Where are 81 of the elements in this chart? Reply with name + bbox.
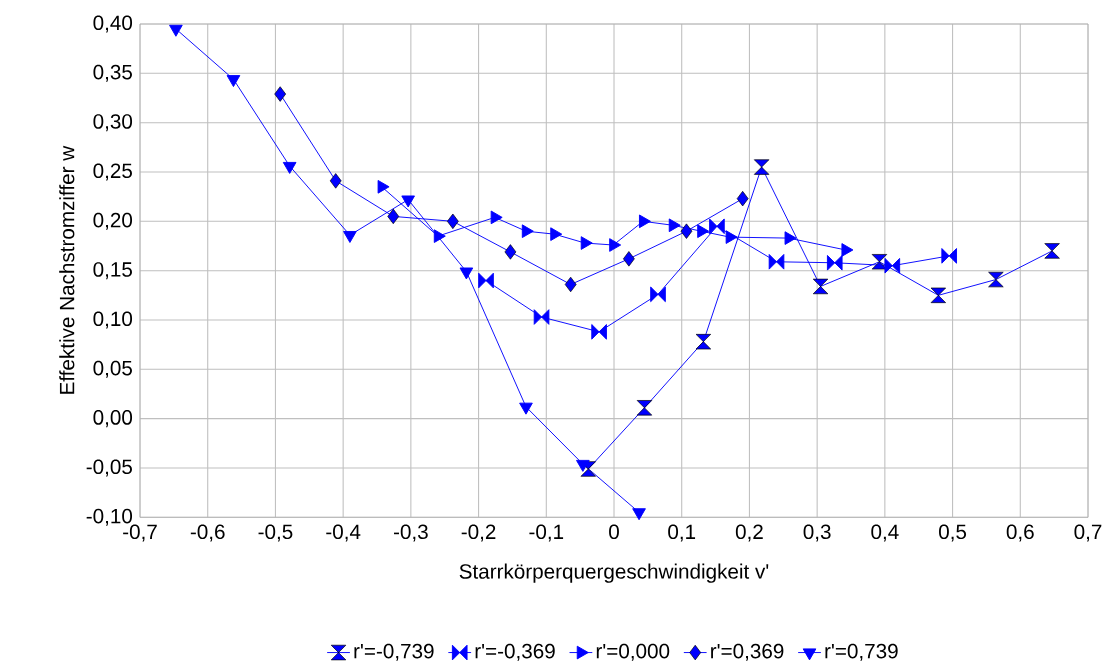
x-tick-label: -0,1 [529,524,564,542]
y-axis-title: Effektive Nachstromziffer w [59,145,75,394]
x-tick-label: 0,6 [1006,524,1034,542]
point [768,253,785,270]
legend-label: r'=0,739 [825,643,898,661]
point [697,224,710,239]
y-tick-label: -0,05 [86,459,132,477]
point [387,208,400,225]
point [591,324,607,340]
point [564,276,577,293]
point [638,214,651,229]
y-tick-label: 0,05 [93,360,132,378]
x-tick-label: -0,5 [258,524,293,542]
y-tick-label: 0,20 [93,212,133,230]
point [169,24,183,37]
point [580,236,593,250]
x-tick-label: 0,4 [871,524,899,542]
y-tick-label: -0,10 [86,508,133,526]
y-tick-label: 0,40 [93,15,133,33]
point [753,159,770,175]
point [447,213,459,229]
point [401,195,415,208]
legend-label: r'=-0,739 [354,643,434,661]
legend-label: r'=0,000 [596,643,670,661]
x-tick-label: 0,2 [735,524,763,542]
x-tick-label: 0,5 [939,524,967,542]
point [695,334,712,350]
legend-label: r'=0,369 [711,643,784,661]
point [609,238,622,252]
point [490,210,503,225]
point [623,251,635,267]
point [459,267,474,280]
point [812,278,829,295]
point [478,272,494,289]
point [533,309,550,325]
y-tick-label: 0,15 [93,262,132,280]
point [519,402,533,415]
point [377,179,390,194]
point [941,248,957,264]
point [550,227,563,241]
y-tick-label: 0,35 [93,64,132,82]
point [1044,243,1060,259]
point [632,508,646,521]
legend-label: r'=-0,369 [475,643,555,661]
point [884,257,901,274]
x-tick-label: 0,3 [803,524,831,542]
point [521,224,534,239]
x-tick-label: -0,4 [326,524,361,542]
point [580,461,596,477]
x-tick-label: -0,3 [393,524,428,542]
x-tick-label: 0 [609,524,619,540]
x-tick-label: 0,1 [668,524,696,542]
point [329,173,342,189]
point [988,271,1004,288]
point [930,287,947,303]
point [636,400,653,416]
point [826,254,843,271]
x-tick-label: -0,2 [461,524,496,542]
point [709,218,725,235]
point [576,459,590,472]
point [504,244,517,260]
point [871,254,888,270]
point [433,229,446,243]
x-tick-label: 0,7 [1074,524,1102,542]
point [736,190,749,207]
y-tick-label: 0,30 [93,114,133,132]
point [650,286,666,303]
point [841,243,854,257]
x-tick-label: -0,6 [190,524,225,542]
y-tick-label: 0,25 [93,163,132,181]
x-axis-title: Starrkörperquergeschwindigkeit v' [459,563,769,583]
y-tick-label: 0,10 [93,311,133,329]
point [680,223,693,239]
point [282,161,297,174]
point [343,231,357,243]
point [725,230,738,244]
y-tick-label: 0,00 [93,410,133,428]
point [784,231,797,245]
point [274,86,287,102]
point [668,218,681,233]
x-tick-label: -0,7 [123,524,157,542]
